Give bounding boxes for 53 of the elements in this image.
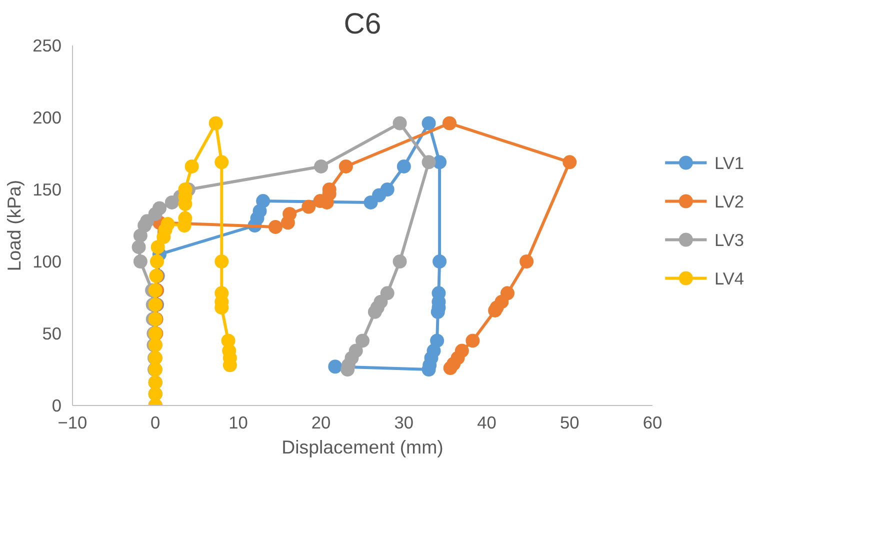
x-axis-title: Displacement (mm) xyxy=(282,436,444,458)
chart-title: C6 xyxy=(344,8,382,40)
point xyxy=(380,182,394,196)
point xyxy=(133,254,148,268)
x-tick-label: 0 xyxy=(150,412,160,432)
point xyxy=(328,360,342,374)
x-tick-label: 10 xyxy=(228,412,248,432)
y-tick-label: 150 xyxy=(32,180,62,200)
x-tick-label: 60 xyxy=(642,412,662,432)
legend-label: LV1 xyxy=(714,152,744,173)
point xyxy=(152,201,166,216)
y-axis-title: Load (kPa) xyxy=(4,180,25,272)
point xyxy=(396,159,411,174)
y-tick-label: 200 xyxy=(32,108,62,128)
point xyxy=(466,334,480,348)
point xyxy=(356,334,370,348)
point xyxy=(214,254,229,268)
point xyxy=(160,217,175,232)
y-tick-label: 50 xyxy=(42,324,62,344)
y-tick-label: 0 xyxy=(52,396,62,416)
point xyxy=(422,155,436,170)
point xyxy=(150,254,164,268)
x-tick-label: 40 xyxy=(477,412,496,432)
point xyxy=(442,116,456,130)
x-tick-label: 50 xyxy=(560,412,580,432)
point xyxy=(302,200,316,214)
point xyxy=(268,220,282,234)
point xyxy=(208,116,223,130)
point xyxy=(150,240,165,254)
x-tick-label: −10 xyxy=(58,412,88,432)
point xyxy=(338,159,353,174)
point xyxy=(214,155,229,170)
legend-label: LV2 xyxy=(714,191,744,212)
y-tick-label: 250 xyxy=(32,36,62,56)
point xyxy=(488,303,502,318)
point xyxy=(184,159,199,174)
point xyxy=(392,116,407,130)
point xyxy=(562,155,577,170)
point xyxy=(282,206,297,221)
legend-label: LV4 xyxy=(714,268,744,288)
point xyxy=(392,254,407,268)
point xyxy=(314,159,328,174)
point xyxy=(422,116,436,130)
x-tick-label: 30 xyxy=(394,412,414,432)
point xyxy=(520,254,534,268)
point xyxy=(443,361,458,376)
x-tick-label: 20 xyxy=(311,412,331,432)
legend-label: LV3 xyxy=(714,230,744,250)
y-tick-label: 100 xyxy=(32,252,62,272)
point xyxy=(132,240,146,254)
point xyxy=(256,194,270,208)
point xyxy=(368,304,382,319)
point xyxy=(432,254,447,268)
